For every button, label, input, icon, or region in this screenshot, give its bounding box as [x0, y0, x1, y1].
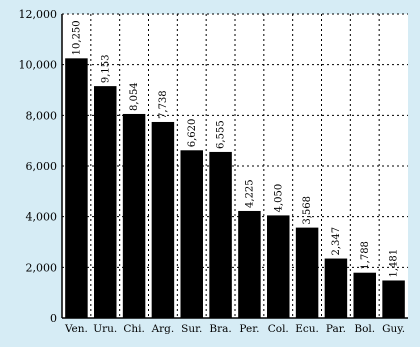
y-axis-ticks: 0 2,000 4,000 6,000 8,000 10,000 12,000 — [19, 8, 58, 325]
y-tick-label: 6,000 — [26, 160, 58, 173]
category-label: Guy. — [382, 323, 405, 335]
bar — [151, 121, 175, 318]
bar-value-label: 6,555 — [216, 120, 227, 149]
bar-value-label: 4,050 — [273, 184, 284, 213]
bar — [238, 210, 261, 318]
y-tick-label: 12,000 — [19, 8, 58, 21]
bar-value-label: 10,250 — [71, 20, 82, 55]
bar — [324, 258, 348, 318]
bar-value-label: 7,738 — [158, 90, 169, 119]
category-label: Bol. — [354, 323, 375, 335]
category-label: Sur. — [181, 323, 202, 335]
bar-value-label: 1,788 — [360, 241, 371, 270]
category-label: Ecu. — [295, 323, 319, 335]
category-label: Per. — [239, 323, 259, 335]
bar-value-label: 6,620 — [187, 119, 198, 148]
bar-value-label: 8,054 — [129, 82, 140, 111]
category-label: Bra. — [209, 323, 231, 335]
bar — [180, 150, 203, 318]
category-labels: Ven. Uru. Chi. Arg. Sur. Bra. Per. Col. Ecu. Par.… — [64, 323, 405, 335]
grid-lines — [62, 13, 408, 318]
y-tick-label: 10,000 — [19, 59, 58, 72]
category-label: Par. — [326, 323, 346, 335]
category-label: Chi. — [123, 323, 145, 335]
y-tick-label: 8,000 — [26, 109, 58, 122]
bar — [122, 113, 146, 318]
bar-value-label: 2,347 — [331, 227, 342, 256]
bar — [209, 151, 232, 318]
y-tick-label: 2,000 — [26, 261, 58, 274]
category-label: Uru. — [93, 323, 117, 335]
bar — [267, 215, 290, 318]
bar — [94, 86, 117, 319]
bar-value-label: 3,568 — [302, 196, 313, 225]
category-label: Col. — [268, 323, 289, 335]
bar — [65, 58, 88, 318]
bar — [382, 280, 405, 318]
category-label: Arg. — [151, 323, 175, 335]
y-tick-label: 4,000 — [26, 211, 58, 224]
data-labels: 10,250 9,153 8,054 7,738 6,620 6,555 4,225 4,05… — [71, 20, 399, 277]
bar — [295, 227, 319, 318]
category-label: Ven. — [64, 323, 88, 335]
bar-value-label: 1,481 — [389, 249, 400, 278]
bar — [353, 272, 376, 318]
bar-value-label: 9,153 — [100, 54, 111, 83]
y-tick-label: 0 — [50, 312, 57, 325]
bars — [65, 58, 405, 319]
bar-value-label: 4,225 — [244, 179, 255, 208]
